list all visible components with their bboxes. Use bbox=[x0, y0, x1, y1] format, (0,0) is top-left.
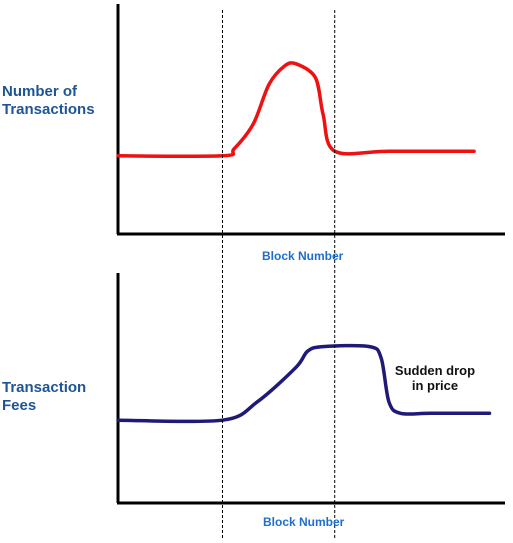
bottom-y-axis-label: Transaction Fees bbox=[2, 379, 86, 415]
bottom-y-axis-label-line-1: Transaction bbox=[2, 379, 87, 396]
bottom-y-axis-label-line-2: Fees bbox=[2, 397, 37, 414]
top-panel bbox=[116, 4, 505, 236]
annotation-line-1: Sudden drop bbox=[394, 363, 476, 378]
top-series-line bbox=[116, 61, 476, 159]
bottom-panel bbox=[116, 273, 505, 505]
top-y-axis-label-line-1: Number of bbox=[2, 83, 77, 100]
vertical-marker-lines bbox=[221, 10, 336, 540]
top-y-axis-label: Number of Transactions bbox=[2, 83, 95, 119]
bottom-series-line bbox=[116, 343, 492, 424]
annotation-line-2: in price bbox=[411, 378, 459, 393]
top-x-axis-label: Block Number bbox=[262, 249, 344, 263]
bottom-x-axis-label: Block Number bbox=[263, 515, 345, 529]
top-y-axis-label-line-2: Transactions bbox=[2, 101, 95, 118]
price-drop-annotation: Sudden drop in price bbox=[391, 363, 479, 393]
